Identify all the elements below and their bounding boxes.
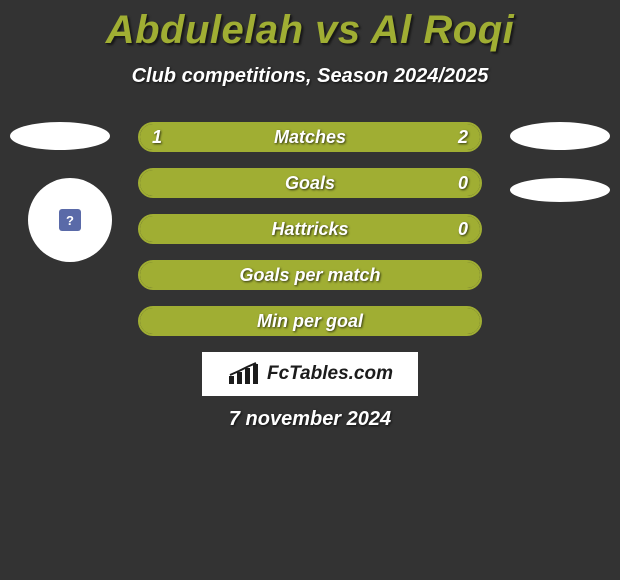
- source-badge-text: FcTables.com: [267, 363, 393, 385]
- stat-row-goals: Goals 0: [138, 168, 482, 198]
- player-left-avatar: ?: [28, 178, 112, 262]
- chart-icon: [227, 362, 261, 386]
- stat-right-value: 0: [458, 216, 468, 242]
- footer-date: 7 november 2024: [0, 408, 620, 431]
- stat-label: Goals: [140, 170, 480, 196]
- stat-row-min-per-goal: Min per goal: [138, 306, 482, 336]
- stat-right-value: 0: [458, 170, 468, 196]
- avatar-glyph: ?: [66, 213, 74, 228]
- stat-label: Matches: [140, 124, 480, 150]
- page-title: Abdulelah vs Al Roqi: [0, 0, 620, 53]
- source-badge[interactable]: FcTables.com: [202, 352, 418, 396]
- player-right-ellipse-2: [510, 178, 610, 202]
- stat-right-value: 2: [458, 124, 468, 150]
- player-left-ellipse: [10, 122, 110, 150]
- avatar-placeholder-icon: ?: [59, 209, 81, 231]
- player-right-ellipse: [510, 122, 610, 150]
- stat-row-matches: 1 Matches 2: [138, 122, 482, 152]
- page-subtitle: Club competitions, Season 2024/2025: [0, 65, 620, 88]
- stat-label: Goals per match: [140, 262, 480, 288]
- comparison-card: Abdulelah vs Al Roqi Club competitions, …: [0, 0, 620, 580]
- stats-container: 1 Matches 2 Goals 0 Hattricks 0 Goals pe…: [138, 122, 482, 352]
- stat-label: Min per goal: [140, 308, 480, 334]
- stat-row-hattricks: Hattricks 0: [138, 214, 482, 244]
- stat-row-goals-per-match: Goals per match: [138, 260, 482, 290]
- stat-label: Hattricks: [140, 216, 480, 242]
